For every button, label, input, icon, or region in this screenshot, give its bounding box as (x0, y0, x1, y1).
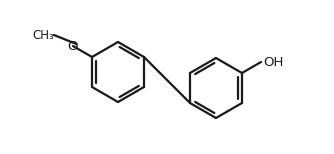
Text: OH: OH (263, 55, 284, 69)
Text: CH₃: CH₃ (32, 28, 54, 41)
Text: O: O (68, 39, 78, 53)
